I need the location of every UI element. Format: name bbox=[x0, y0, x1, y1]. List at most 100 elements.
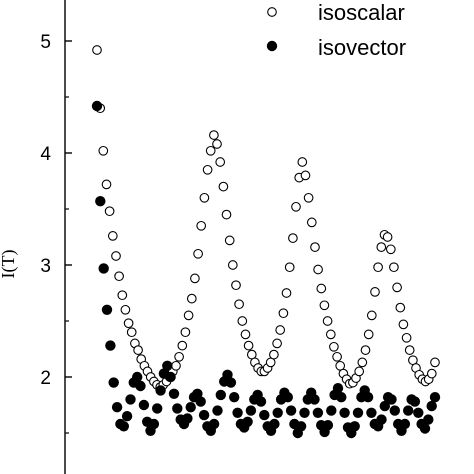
isoscalar-point bbox=[297, 157, 308, 167]
isoscalar-point bbox=[275, 325, 286, 335]
isoscalar-point bbox=[329, 341, 339, 352]
isovector-point bbox=[282, 392, 293, 403]
isovector-point bbox=[352, 407, 364, 418]
isoscalar-point bbox=[281, 288, 292, 298]
isoscalar-point bbox=[224, 235, 235, 246]
isoscalar-point bbox=[404, 345, 415, 355]
isovector-point bbox=[118, 421, 129, 432]
isoscalar-point bbox=[306, 217, 317, 228]
isoscalar-point bbox=[316, 283, 327, 294]
isoscalar-point bbox=[215, 157, 226, 167]
series-isovector bbox=[91, 100, 441, 439]
isoscalar-point bbox=[366, 310, 377, 321]
isoscalar-point bbox=[376, 242, 387, 252]
isoscalar-point bbox=[123, 318, 134, 329]
isovector-point bbox=[332, 383, 344, 394]
isovector-point bbox=[155, 385, 166, 396]
isovector-point bbox=[285, 405, 297, 416]
y-tick-label-2: 2 bbox=[40, 368, 51, 389]
isoscalar-point bbox=[426, 368, 437, 379]
isovector-point bbox=[423, 414, 434, 425]
legend-label-isovector: isovector bbox=[318, 35, 406, 60]
isovector-point bbox=[312, 407, 324, 418]
legend-label-isoscalar: isoscalar bbox=[318, 0, 405, 25]
isoscalar-point bbox=[313, 264, 323, 275]
isoscalar-point bbox=[98, 145, 109, 156]
isoscalar-point bbox=[363, 329, 374, 340]
isoscalar-point bbox=[209, 130, 219, 140]
y-axis-title: I(T) bbox=[0, 250, 19, 279]
legend-marker-isoscalar bbox=[267, 7, 277, 17]
isoscalar-point bbox=[382, 232, 393, 242]
isovector-point bbox=[399, 418, 411, 430]
isovector-point bbox=[336, 392, 347, 403]
legend: isoscalar isovector bbox=[266, 0, 406, 60]
isovector-point bbox=[192, 388, 203, 399]
isoscalar-point bbox=[398, 319, 409, 330]
isovector-point bbox=[152, 403, 163, 414]
isoscalar-point bbox=[401, 332, 412, 343]
isoscalar-point bbox=[196, 220, 207, 231]
isovector-point bbox=[272, 407, 283, 418]
isoscalar-point bbox=[303, 192, 314, 203]
isovector-point bbox=[105, 340, 116, 351]
isovector-point bbox=[185, 402, 196, 413]
isovector-point bbox=[148, 418, 160, 430]
isoscalar-point bbox=[212, 139, 222, 149]
isoscalar-point bbox=[111, 251, 121, 261]
isoscalar-point bbox=[117, 290, 128, 301]
isovector-point bbox=[429, 392, 441, 403]
isoscalar-point bbox=[389, 262, 399, 273]
isovector-point bbox=[322, 420, 334, 431]
isoscalar-point bbox=[218, 181, 229, 192]
isovector-point bbox=[413, 407, 424, 418]
isovector-point bbox=[386, 394, 397, 405]
isoscalar-point bbox=[291, 201, 301, 212]
isovector-point bbox=[198, 409, 210, 421]
isovector-point bbox=[172, 403, 183, 414]
isovector-point bbox=[326, 405, 337, 416]
isovector-point bbox=[222, 369, 233, 380]
isoscalar-point bbox=[183, 310, 194, 321]
isoscalar-point bbox=[392, 282, 402, 293]
isoscalar-point bbox=[430, 357, 440, 368]
isoscalar-point bbox=[272, 338, 282, 349]
isovector-point bbox=[376, 414, 387, 425]
isoscalar-point bbox=[234, 299, 244, 310]
isoscalar-point bbox=[101, 179, 112, 190]
isovector-point bbox=[165, 371, 176, 383]
isoscalar-point bbox=[120, 304, 131, 315]
isovector-point bbox=[215, 389, 226, 401]
isoscalar-point bbox=[288, 233, 298, 243]
y-tick-label-3: 3 bbox=[40, 256, 51, 277]
isovector-point bbox=[259, 409, 270, 421]
isovector-point bbox=[225, 377, 237, 388]
isoscalar-point bbox=[357, 357, 368, 368]
isovector-point bbox=[403, 405, 414, 416]
isovector-point bbox=[245, 405, 257, 416]
isovector-point bbox=[125, 394, 136, 405]
isoscalar-point bbox=[231, 280, 241, 291]
isoscalar-point bbox=[269, 349, 279, 360]
isovector-point bbox=[339, 407, 350, 418]
isovector-point bbox=[409, 396, 421, 407]
isoscalar-point bbox=[171, 360, 181, 371]
isoscalar-point bbox=[278, 308, 289, 319]
isovector-point bbox=[349, 421, 360, 432]
isovector-point bbox=[208, 418, 220, 430]
isovector-point bbox=[138, 399, 150, 411]
isoscalar-point bbox=[385, 244, 396, 255]
isoscalar-point bbox=[373, 262, 383, 273]
isovector-point bbox=[121, 411, 133, 422]
isovector-point bbox=[182, 413, 193, 424]
isoscalar-point bbox=[354, 366, 365, 377]
isoscalar-point bbox=[126, 327, 137, 338]
isoscalar-point bbox=[300, 170, 311, 181]
y-tick-label-4: 4 bbox=[40, 144, 51, 165]
isoscalar-point bbox=[237, 316, 248, 326]
isoscalar-point bbox=[193, 248, 203, 259]
isoscalar-point bbox=[319, 300, 330, 311]
isovector-point bbox=[95, 196, 106, 207]
isovector-point bbox=[195, 396, 206, 407]
